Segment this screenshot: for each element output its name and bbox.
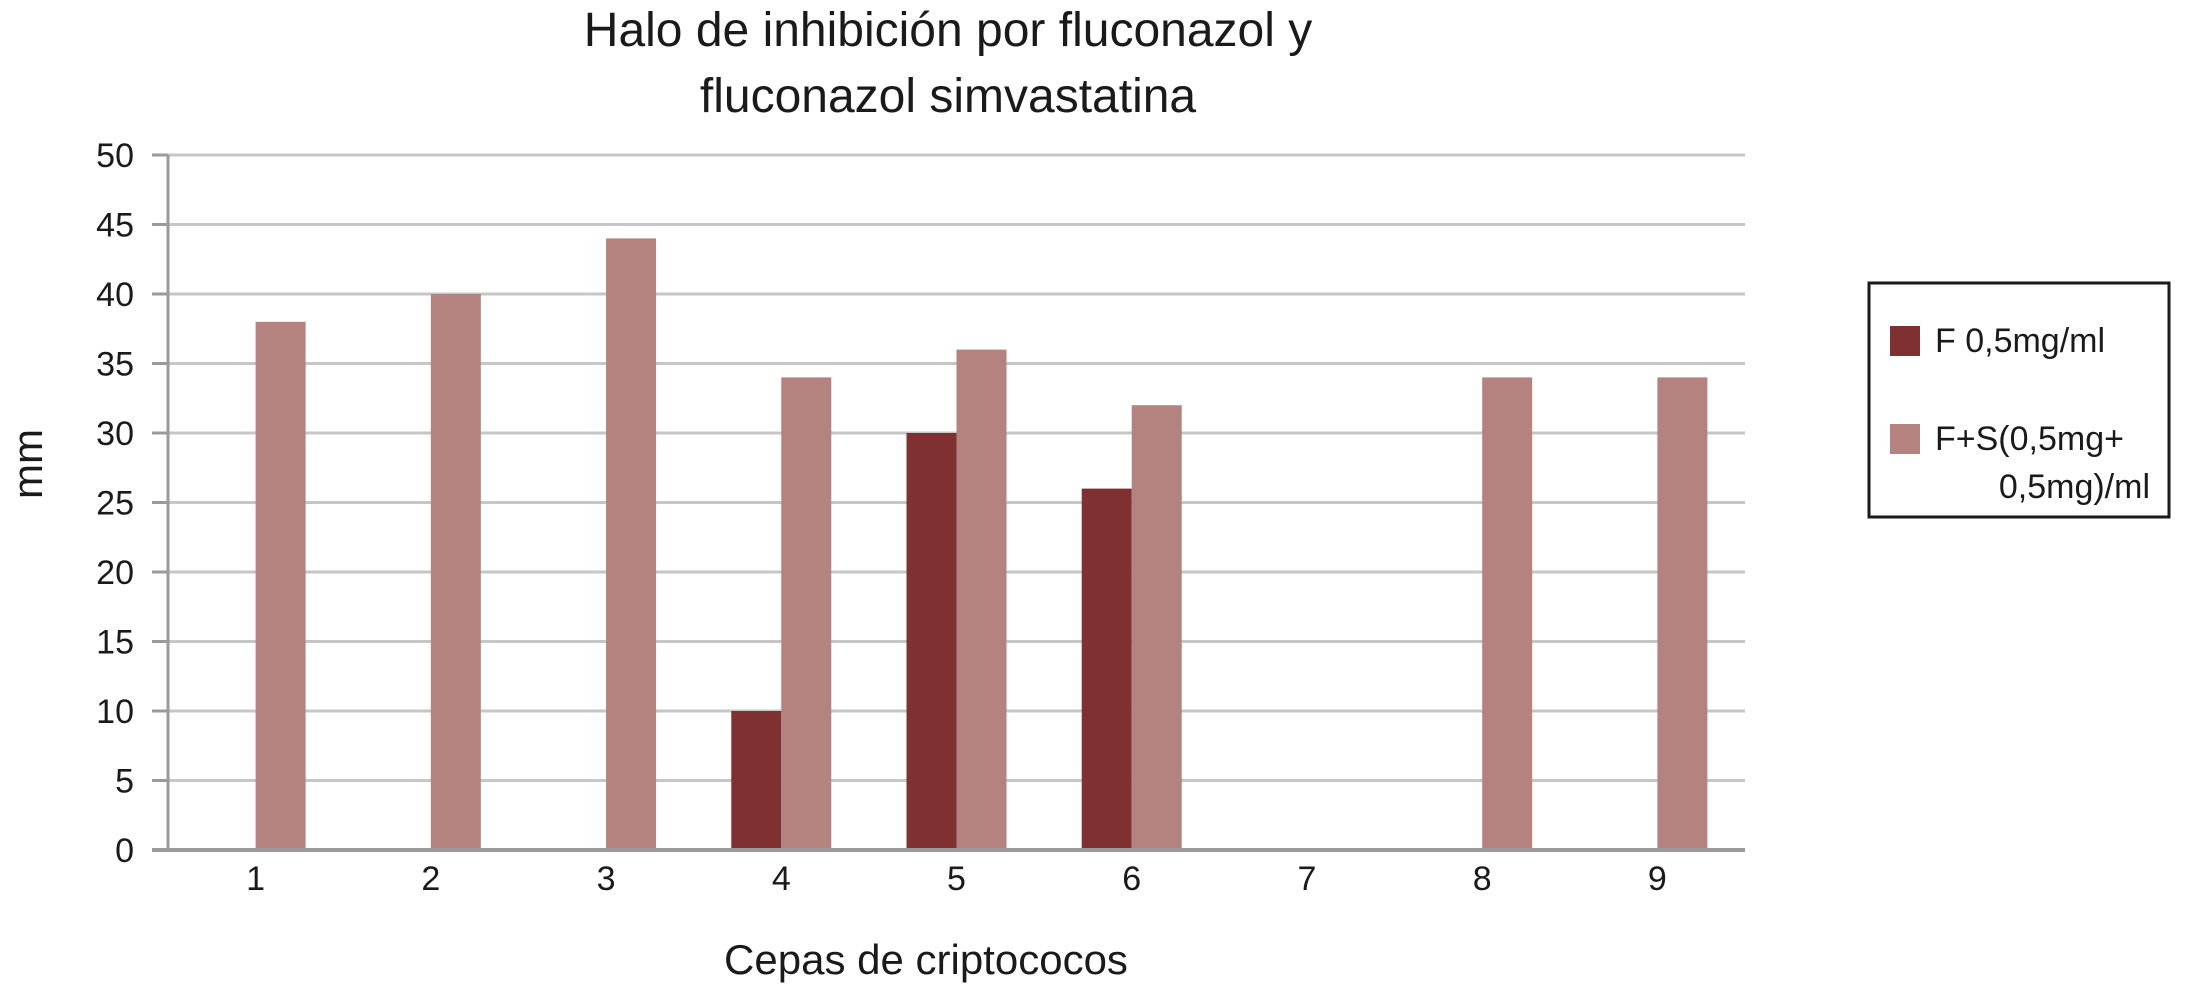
chart-title-line-1: Halo de inhibición por fluconazol y xyxy=(584,4,1312,57)
x-tick-label: 6 xyxy=(1122,860,1141,898)
y-tick-label: 10 xyxy=(96,693,134,731)
y-tick-label: 20 xyxy=(96,554,134,592)
bar-series-2-cat-5 xyxy=(956,349,1007,850)
chart-title: Halo de inhibición por fluconazol y fluc… xyxy=(584,4,1312,123)
y-tick-label: 0 xyxy=(115,832,134,870)
bars xyxy=(255,238,1708,850)
y-axis-label: mm xyxy=(4,429,51,499)
legend-label-2: F+S(0,5mg+ xyxy=(1935,420,2124,458)
y-tick-label: 40 xyxy=(96,276,134,314)
x-tick-label: 2 xyxy=(421,860,440,898)
x-tick-label: 7 xyxy=(1297,860,1316,898)
x-axis-label: Cepas de criptococos xyxy=(724,936,1128,983)
x-tick-label: 1 xyxy=(246,860,265,898)
x-tick-label: 4 xyxy=(772,860,791,898)
bar-series-2-cat-8 xyxy=(1482,377,1533,850)
y-axis-ticks: 0 5 10 15 20 25 30 35 40 45 50 xyxy=(96,137,168,870)
bar-series-2-cat-1 xyxy=(255,321,306,850)
legend-label-1: F 0,5mg/ml xyxy=(1935,322,2105,360)
x-tick-label: 9 xyxy=(1648,860,1667,898)
bar-series-1-cat-5 xyxy=(906,433,957,850)
legend-swatch-2 xyxy=(1890,424,1920,454)
bar-series-2-cat-2 xyxy=(430,294,481,850)
legend-label-2: 0,5mg)/ml xyxy=(1999,468,2150,506)
y-tick-label: 5 xyxy=(115,763,134,801)
bar-series-2-cat-4 xyxy=(781,377,832,850)
y-tick-label: 15 xyxy=(96,624,134,662)
legend-box xyxy=(1867,281,2171,519)
bar-series-2-cat-9 xyxy=(1657,377,1708,850)
y-tick-label: 25 xyxy=(96,485,134,523)
legend: F 0,5mg/ml F+S(0,5mg+ 0,5mg)/ml xyxy=(1867,281,2171,519)
bar-series-1-cat-4 xyxy=(731,711,782,850)
y-tick-label: 50 xyxy=(96,137,134,175)
y-tick-label: 30 xyxy=(96,415,134,453)
bar-series-1-cat-6 xyxy=(1081,488,1132,850)
bar-series-2-cat-3 xyxy=(606,238,657,850)
x-tick-label: 3 xyxy=(597,860,616,898)
x-tick-label: 5 xyxy=(947,860,966,898)
y-tick-label: 45 xyxy=(96,207,134,245)
bar-series-2-cat-6 xyxy=(1131,405,1182,850)
x-tick-label: 8 xyxy=(1473,860,1492,898)
chart-title-line-2: fluconazol simvastatina xyxy=(700,70,1197,123)
legend-swatch-1 xyxy=(1890,326,1920,356)
x-axis-ticks: 1 2 3 4 5 6 7 8 9 xyxy=(246,860,1667,898)
axes xyxy=(152,155,1745,852)
y-tick-label: 35 xyxy=(96,346,134,384)
